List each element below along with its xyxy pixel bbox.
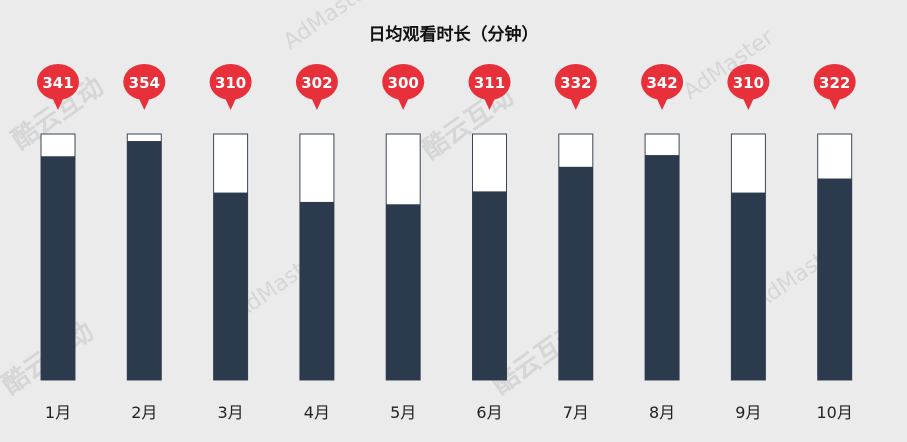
- x-tick-label: 9月: [735, 403, 761, 422]
- bubble-shape: [295, 64, 338, 100]
- bubble-shape: [641, 64, 684, 100]
- bubble-shape: [37, 64, 79, 100]
- x-tick-label: 8月: [649, 403, 675, 422]
- bubble-tail: [483, 97, 496, 110]
- data-label: 341: [42, 74, 73, 92]
- bubble-tail: [138, 97, 151, 110]
- bubble-shape: [123, 64, 166, 100]
- watermark-text: AdMaster: [279, 0, 379, 55]
- x-tick-label: 4月: [304, 403, 330, 422]
- value-bubble: 342: [641, 64, 684, 110]
- data-label: 342: [646, 74, 677, 92]
- x-tick-label: 2月: [131, 403, 157, 422]
- value-bubble: 322: [813, 64, 856, 110]
- bubble-shape: [727, 64, 770, 100]
- bar: [299, 201, 334, 380]
- value-bubble: 341: [37, 64, 79, 110]
- bubble-tail: [656, 97, 669, 110]
- bubble-tail: [742, 97, 755, 110]
- bar: [817, 178, 852, 380]
- bubble-shape: [382, 64, 425, 100]
- x-tick-label: 3月: [218, 403, 244, 422]
- value-bubble: 354: [123, 64, 166, 110]
- x-tick-label: 1月: [45, 403, 71, 422]
- bar: [645, 155, 680, 380]
- bubble-tail: [310, 97, 323, 110]
- data-label: 310: [215, 74, 246, 92]
- bar: [127, 141, 162, 380]
- x-tick-label: 6月: [476, 403, 502, 422]
- bubble-shape: [813, 64, 856, 100]
- data-label: 310: [733, 74, 764, 92]
- value-bubble: 310: [209, 64, 252, 110]
- value-bubble: 302: [295, 64, 338, 110]
- bar: [558, 166, 593, 380]
- bars-layer: [40, 133, 853, 381]
- bubble-shape: [209, 64, 252, 100]
- bar: [213, 192, 248, 380]
- data-label: 311: [474, 74, 505, 92]
- data-label: 300: [388, 74, 419, 92]
- value-labels-layer: 341 354 310 302 300 311 332 342 310 322: [37, 64, 856, 110]
- value-bubble: 332: [554, 64, 597, 110]
- x-tick-label: 5月: [390, 403, 416, 422]
- bar: [731, 192, 766, 380]
- data-label: 354: [129, 74, 160, 92]
- bubble-tail: [397, 97, 410, 110]
- bubble-shape: [468, 64, 511, 100]
- chart-title: 日均观看时长（分钟）: [368, 25, 539, 45]
- x-tick-label: 10月: [817, 403, 853, 422]
- value-bubble: 311: [468, 64, 511, 110]
- bubble-shape: [554, 64, 597, 100]
- bar: [386, 204, 421, 380]
- bar: [472, 191, 507, 380]
- x-tick-labels-layer: 1月 2月 3月 4月 5月 6月 7月 8月 9月 10月: [45, 403, 853, 422]
- bubble-tail: [52, 97, 64, 110]
- bubble-tail: [224, 97, 237, 110]
- value-bubble: 300: [382, 64, 425, 110]
- data-label: 322: [819, 74, 850, 92]
- value-bubble: 310: [727, 64, 770, 110]
- data-label: 332: [560, 74, 591, 92]
- x-tick-label: 7月: [563, 403, 589, 422]
- bubble-tail: [569, 97, 582, 110]
- data-label: 302: [301, 74, 332, 92]
- bar: [41, 156, 75, 380]
- bubble-tail: [828, 97, 841, 110]
